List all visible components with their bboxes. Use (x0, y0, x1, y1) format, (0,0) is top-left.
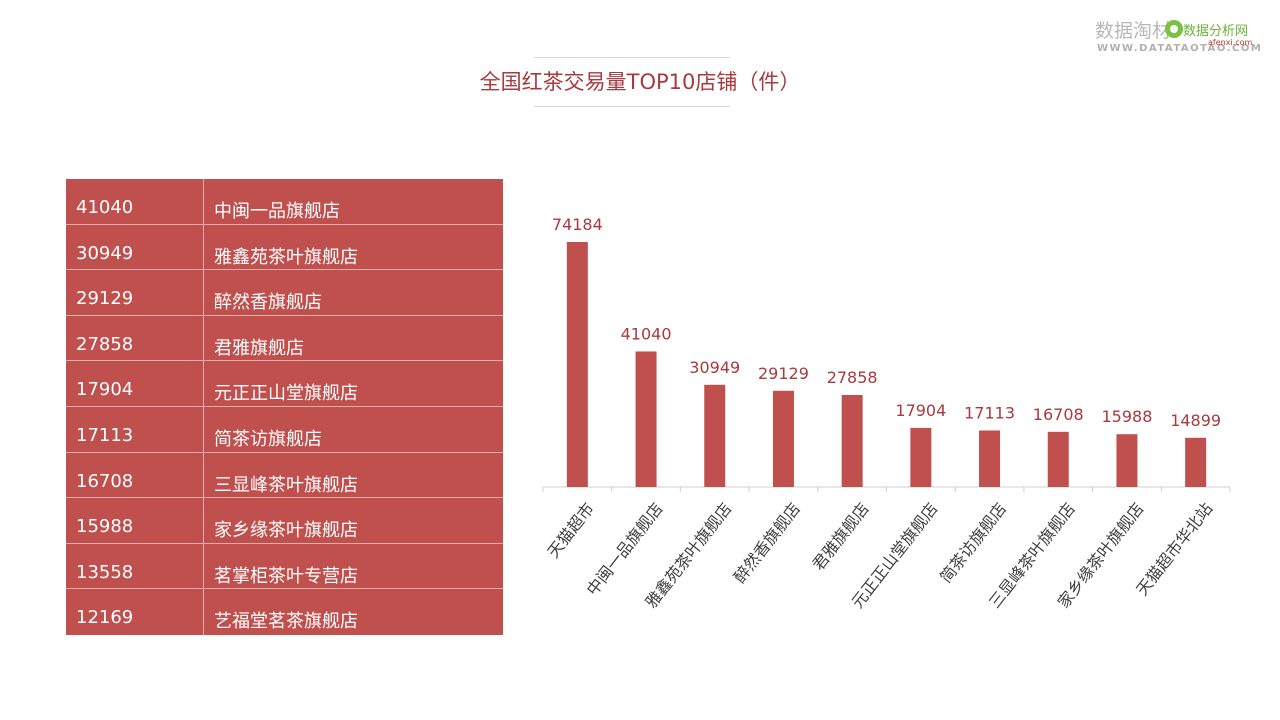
watermark-logo-text: 数据分析网 (1183, 24, 1249, 39)
table-cell-value: 12169 (66, 589, 204, 635)
table-row: 15988 家乡缘茶叶旗舰店 (66, 498, 503, 544)
bar (635, 351, 657, 487)
table-cell-name: 中闽一品旗舰店 (214, 201, 340, 222)
bar-data-label: 15988 (1101, 407, 1152, 426)
bar (1185, 437, 1207, 487)
x-tick-label: 简茶访旗舰店 (936, 499, 1010, 586)
bar-data-label: 41040 (621, 324, 672, 343)
table-cell-value: 15988 (66, 498, 204, 543)
table-cell-value: 16708 (66, 452, 204, 498)
table-cell-name: 君雅旗舰店 (214, 337, 304, 359)
bar (841, 394, 863, 487)
bar-data-label: 17113 (964, 403, 1015, 422)
table-cell-value: 41040 (66, 179, 204, 224)
bar-data-label: 17904 (895, 401, 946, 420)
bar (566, 242, 588, 487)
table-cell-value: 17113 (66, 406, 204, 452)
table-row: 17904 元正正山堂旗舰店 (66, 361, 503, 407)
ranking-table: 41040 中闽一品旗舰店 30949 雅鑫苑茶叶旗舰店 29129 醉然香旗舰店 2785… (66, 179, 503, 635)
table-cell-name: 元正正山堂旗舰店 (214, 383, 358, 405)
x-tick-label: 君雅旗舰店 (809, 499, 873, 574)
table-row: 16708 三显峰茶叶旗舰店 (66, 452, 503, 499)
table-cell-value: 17904 (66, 361, 204, 406)
table-cell-name: 简茶访旗舰店 (214, 428, 322, 450)
watermark-logo-sub: afenxi.com (1208, 38, 1253, 47)
table-row: 12169 艺福堂茗茶旗舰店 (66, 589, 503, 635)
table-cell-name: 艺福堂茗茶旗舰店 (214, 611, 358, 633)
bar-data-label: 16708 (1033, 405, 1084, 424)
title-frame (534, 57, 730, 107)
watermark-url: WWW.DATATAOTAO.COM (1097, 43, 1263, 54)
x-tick-label: 醉然香旗舰店 (730, 499, 804, 586)
table-cell-value: 29129 (66, 270, 204, 315)
bar-data-label: 27858 (827, 368, 878, 387)
table-row: 27858 君雅旗舰店 (66, 315, 503, 362)
table-cell-name: 醉然香旗舰店 (214, 292, 322, 314)
bar (772, 390, 794, 487)
table-cell-name: 三显峰茶叶旗舰店 (214, 474, 358, 496)
bar-data-label: 74184 (552, 215, 603, 234)
watermark: 数据淘材 WWW.DATATAOTAO.COM 数据分析网 afenxi.com (1095, 16, 1270, 61)
watermark-text: 数据淘材 (1095, 20, 1172, 42)
bar (910, 427, 932, 487)
page-title: 全国红茶交易量TOP10店铺（件） (479, 70, 801, 94)
bar (979, 430, 1001, 487)
table-row: 30949 雅鑫苑茶叶旗舰店 (66, 224, 503, 271)
table-cell-value: 13558 (66, 543, 204, 589)
bar (1116, 434, 1138, 487)
table-row: 29129 醉然香旗舰店 (66, 270, 503, 316)
table-row: 41040 中闽一品旗舰店 (66, 179, 503, 225)
table-row: 13558 茗掌柜茶叶专营店 (66, 543, 503, 590)
table-cell-value: 30949 (66, 224, 204, 270)
bar-data-label: 29129 (758, 364, 809, 383)
table-cell-name: 家乡缘茶叶旗舰店 (214, 520, 358, 542)
bar-data-label: 14899 (1170, 411, 1221, 430)
bar (1047, 431, 1069, 487)
table-row: 17113 简茶访旗舰店 (66, 406, 503, 453)
table-cell-name: 茗掌柜茶叶专营店 (214, 565, 358, 587)
table-cell-value: 27858 (66, 315, 204, 361)
bar-data-label: 30949 (689, 358, 740, 377)
table-cell-name: 雅鑫苑茶叶旗舰店 (214, 246, 358, 268)
afenxi-logo-icon (1165, 20, 1183, 38)
bar (704, 384, 726, 487)
x-tick-label: 天猫超市 (544, 499, 598, 561)
